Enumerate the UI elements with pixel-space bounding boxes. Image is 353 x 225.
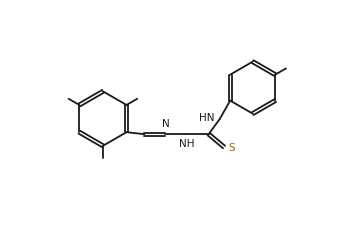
Text: HN: HN [199,112,214,123]
Text: S: S [228,143,235,153]
Text: N: N [162,119,169,129]
Text: NH: NH [179,139,194,149]
